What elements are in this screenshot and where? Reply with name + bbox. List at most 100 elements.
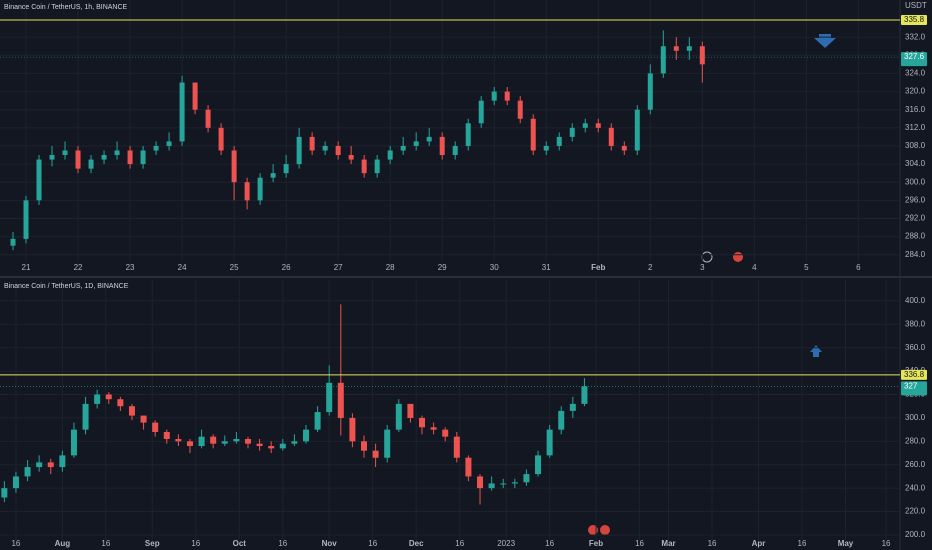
x-tick-label: May xyxy=(838,539,854,548)
candle-body xyxy=(335,145,341,156)
candle-body xyxy=(581,386,588,404)
candle-body xyxy=(556,136,562,146)
y-tick-label: 400.0 xyxy=(905,296,926,305)
candle-body xyxy=(105,394,112,400)
candle-body xyxy=(205,109,211,128)
candle-body xyxy=(1,488,8,498)
y-tick-label: 280.0 xyxy=(905,436,926,445)
candle-body xyxy=(348,155,354,160)
candle-body xyxy=(419,417,426,428)
x-tick-label: 16 xyxy=(11,539,20,548)
candle-body xyxy=(660,46,666,74)
candle-body xyxy=(387,150,393,160)
x-tick-label: 21 xyxy=(22,263,31,272)
y-tick-label: 332.0 xyxy=(905,32,926,41)
x-tick-label: 16 xyxy=(882,539,891,548)
candle-body xyxy=(400,145,406,151)
y-tick-label: 324.0 xyxy=(905,69,926,78)
candle-body xyxy=(88,159,94,169)
candle-body xyxy=(210,436,217,444)
y-tick-label: 288.0 xyxy=(905,232,926,241)
last-price-bg xyxy=(901,381,927,396)
candle-body xyxy=(372,450,379,458)
candle-body xyxy=(218,127,224,151)
candle-body xyxy=(647,73,653,110)
candle-body xyxy=(221,441,228,444)
candle-body xyxy=(186,441,193,447)
candle-body xyxy=(198,436,205,447)
candle-body xyxy=(326,382,333,413)
candle-body xyxy=(384,429,391,458)
candle-body xyxy=(279,443,286,449)
candle-body xyxy=(127,150,133,165)
candle-body xyxy=(686,46,692,51)
price-label-bg xyxy=(901,14,927,25)
y-tick-label: 304.0 xyxy=(905,159,926,168)
y-tick-label: 320.0 xyxy=(905,87,926,96)
candle-body xyxy=(233,438,240,442)
price-label: 335.8 xyxy=(904,15,925,24)
pane-title: Binance Coin / TetherUS, 1h, BINANCE xyxy=(4,4,128,11)
candle-body xyxy=(530,118,536,151)
candle-body xyxy=(244,438,251,444)
candle-body xyxy=(413,141,419,146)
candle-body xyxy=(314,412,321,430)
candle-body xyxy=(47,462,54,468)
candle-body xyxy=(257,177,263,201)
x-tick-label: 16 xyxy=(455,539,464,548)
x-tick-label: 5 xyxy=(804,263,809,272)
y-tick-label: 300.0 xyxy=(905,177,926,186)
candle-body xyxy=(179,82,185,142)
x-tick-label: 29 xyxy=(438,263,447,272)
x-tick-label: 2 xyxy=(648,263,653,272)
x-tick-label: Aug xyxy=(55,539,71,548)
candle-body xyxy=(608,127,614,146)
x-tick-label: Nov xyxy=(322,539,338,548)
x-tick-label: 16 xyxy=(278,539,287,548)
x-tick-label: 30 xyxy=(490,263,499,272)
y-tick-label: 260.0 xyxy=(905,460,926,469)
candle-body xyxy=(70,429,77,456)
candle-body xyxy=(291,441,298,444)
candle-body xyxy=(488,483,495,489)
x-tick-label: 23 xyxy=(126,263,135,272)
candle-body xyxy=(94,394,101,404)
pane-title: Binance Coin / TetherUS, 1D, BINANCE xyxy=(4,283,129,290)
x-tick-label: 3 xyxy=(700,263,705,272)
candle-body xyxy=(140,415,147,423)
candle-body xyxy=(361,441,368,451)
candle-body xyxy=(12,476,19,489)
candle-body xyxy=(82,403,89,430)
candle-body xyxy=(270,173,276,178)
candle-body xyxy=(504,91,510,101)
candle-body xyxy=(517,100,523,119)
x-tick-label: 4 xyxy=(752,263,757,272)
candle-body xyxy=(546,429,553,456)
y-tick-label: 308.0 xyxy=(905,141,926,150)
x-tick-label: Sep xyxy=(145,539,160,548)
candle-body xyxy=(153,145,159,151)
candle-body xyxy=(430,427,437,430)
flag-icon xyxy=(588,525,598,535)
candle-body xyxy=(36,462,43,468)
x-tick-label: 27 xyxy=(334,263,343,272)
candle-body xyxy=(452,145,458,156)
candle-body xyxy=(535,455,542,475)
x-tick-label: Feb xyxy=(591,263,605,272)
price-label-bg xyxy=(901,369,927,380)
candle-body xyxy=(395,403,402,430)
candle-body xyxy=(23,200,29,239)
candle-body xyxy=(569,127,575,137)
x-tick-label: 6 xyxy=(856,263,861,272)
price-label: 336.8 xyxy=(904,370,925,379)
candle-body xyxy=(511,482,518,484)
x-tick-label: 26 xyxy=(282,263,291,272)
candle-body xyxy=(349,417,356,442)
candle-body xyxy=(322,145,328,151)
candle-body xyxy=(62,150,68,156)
candle-body xyxy=(634,109,640,151)
candle-body xyxy=(699,46,705,65)
arrow-up-icon xyxy=(810,345,822,357)
candle-body xyxy=(465,123,471,146)
candle-body xyxy=(426,136,432,142)
